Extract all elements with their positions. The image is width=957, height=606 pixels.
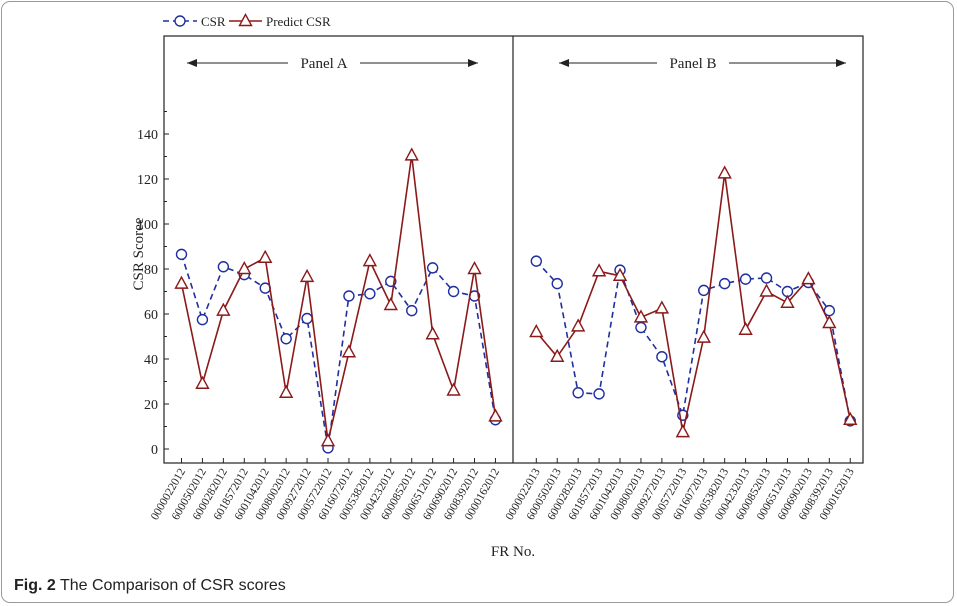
panel-arrow-head-left	[559, 59, 569, 67]
data-point-csr	[593, 388, 605, 400]
data-point-predict-csr	[529, 324, 544, 338]
data-point-predict-csr	[174, 275, 189, 289]
data-point-predict-csr	[404, 147, 419, 161]
data-point-predict-csr	[446, 382, 461, 396]
data-point-csr	[572, 387, 584, 399]
data-point-predict-csr	[822, 315, 837, 329]
data-point-csr	[280, 333, 292, 345]
data-point-predict-csr	[258, 249, 273, 263]
data-point-predict-csr	[550, 348, 565, 362]
data-point-csr	[739, 273, 752, 285]
data-point-csr	[406, 304, 418, 317]
data-point-predict-csr	[633, 309, 649, 323]
data-point-csr	[301, 312, 313, 325]
data-point-csr	[656, 351, 668, 363]
data-point-csr	[426, 262, 439, 274]
data-point-predict-csr	[591, 263, 607, 277]
data-point-predict-csr	[278, 384, 294, 398]
legend-label-csr: CSR	[201, 14, 226, 29]
y-axis-label: CSR Scoree	[131, 217, 147, 290]
data-point-predict-csr	[425, 326, 440, 340]
data-point-predict-csr	[696, 329, 711, 343]
series-line-csr	[180, 254, 497, 449]
data-point-csr	[551, 277, 563, 290]
y-tick-label: 20	[144, 398, 158, 413]
data-point-csr	[447, 285, 460, 298]
data-point-predict-csr	[216, 302, 231, 316]
data-point-predict-csr	[320, 433, 336, 447]
data-point-predict-csr	[738, 321, 753, 335]
data-point-predict-csr	[612, 267, 628, 281]
panel-label: Panel A	[300, 56, 347, 72]
y-tick-label: 140	[137, 128, 158, 143]
legend-swatch-marker-predict-csr	[238, 13, 253, 27]
series-line-predict-csr	[180, 155, 497, 442]
data-point-predict-csr	[362, 253, 378, 267]
panel-arrow-head-left	[187, 59, 197, 67]
figure-caption-label: Fig. 2	[14, 577, 56, 594]
legend-swatch-marker-csr	[174, 15, 186, 27]
data-point-predict-csr	[717, 165, 732, 179]
figure-caption-text: The Comparison of CSR scores	[59, 577, 286, 594]
data-point-predict-csr	[780, 294, 795, 308]
y-tick-label: 60	[144, 308, 158, 323]
series-line-predict-csr	[535, 173, 852, 433]
y-tick-label: 120	[137, 173, 158, 188]
y-tick-label: 0	[151, 443, 158, 458]
data-point-csr	[760, 272, 773, 284]
data-point-csr	[175, 248, 188, 261]
panel-label: Panel B	[669, 56, 716, 72]
data-point-predict-csr	[341, 344, 357, 358]
legend-label-predict-csr: Predict CSR	[266, 14, 331, 29]
data-point-csr	[698, 284, 710, 297]
data-point-predict-csr	[383, 297, 398, 311]
data-point-predict-csr	[570, 318, 586, 332]
panel-arrow-head-right	[836, 59, 846, 67]
legend: CSR Predict CSR	[163, 13, 331, 29]
data-point-predict-csr	[195, 375, 210, 389]
data-point-predict-csr	[299, 268, 315, 283]
data-point-predict-csr	[467, 261, 482, 275]
series-line-csr	[535, 260, 852, 422]
data-point-predict-csr	[654, 300, 670, 314]
data-point-predict-csr	[675, 424, 690, 438]
plot-area: 0204060801001201400000022012600050201260…	[137, 35, 864, 522]
y-tick-label: 100	[137, 218, 158, 233]
data-point-csr	[196, 313, 209, 326]
data-point-csr	[635, 321, 647, 334]
data-point-predict-csr	[801, 271, 816, 285]
data-point-csr	[718, 277, 731, 290]
data-point-csr	[217, 261, 230, 273]
y-tick-label: 80	[144, 263, 158, 278]
figure-caption: Fig. 2 The Comparison of CSR scores	[14, 577, 286, 595]
data-point-predict-csr	[759, 283, 774, 297]
data-point-csr	[364, 288, 376, 300]
data-point-predict-csr	[237, 261, 252, 275]
panel-arrow-head-right	[468, 59, 478, 67]
data-point-predict-csr	[843, 411, 858, 425]
data-point-csr	[343, 290, 355, 302]
data-point-csr	[530, 255, 542, 267]
data-point-predict-csr	[488, 408, 503, 422]
x-axis-label: FR No.	[491, 544, 535, 560]
y-tick-label: 40	[144, 353, 158, 368]
